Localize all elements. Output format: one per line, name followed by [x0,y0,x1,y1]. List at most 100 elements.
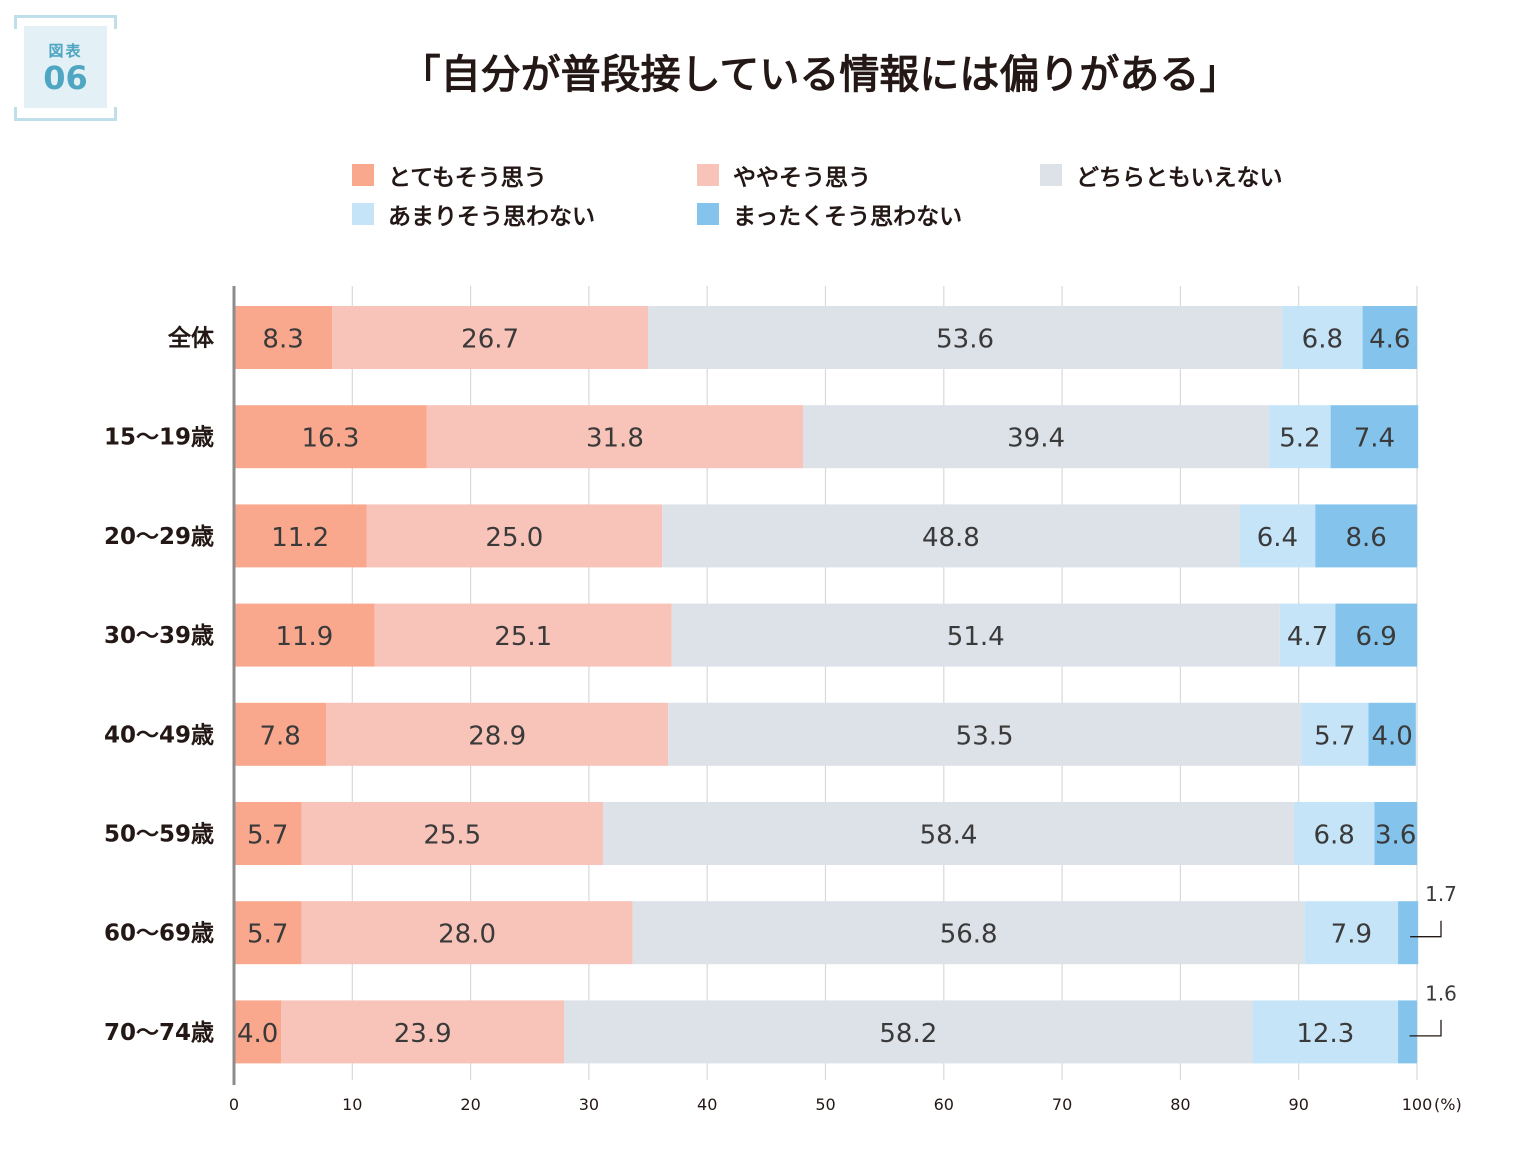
bar-segment [1315,504,1417,568]
bar-segment [1279,603,1336,667]
callout-leader [1410,920,1442,938]
bar-segment [1252,1000,1399,1064]
bar-segment [1398,901,1419,965]
data-label: 28.0 [438,920,496,950]
bar-segment [281,1000,565,1064]
badge-number: 06 [43,59,88,97]
callout-leader [1409,1019,1442,1037]
bar-segment [603,802,1294,865]
legend-item: あまりそう思わない [352,201,595,230]
legend-item: まったくそう思わない [697,201,962,230]
bar-segment [234,702,327,766]
data-label: 53.6 [936,325,994,355]
data-label: 51.4 [947,622,1005,652]
bar-segment [668,702,1302,766]
legend-label: ややそう思う [733,165,871,191]
category-label: 70～74歳 [104,1020,214,1046]
bar-segment [234,802,302,865]
data-label: 1.6 [1425,981,1457,1005]
data-label: 4.0 [1371,721,1412,751]
data-label: 25.1 [494,622,552,652]
bar-segment [234,603,375,667]
data-label: 7.4 [1354,424,1395,454]
bar-segment [1398,1000,1417,1064]
bar-segment [803,405,1270,469]
category-label: 50～59歳 [104,822,214,848]
data-label: 5.2 [1279,424,1320,454]
bar-segment [426,405,804,469]
bar-segment [1368,702,1416,766]
bar-segment [234,405,427,469]
bar-segment [564,1000,1253,1064]
bar-segment [1293,802,1375,865]
x-tick-label: 0 [229,1095,239,1114]
x-unit-label: (%) [1434,1095,1462,1114]
data-label: 4.6 [1369,325,1410,355]
data-label: 7.9 [1331,920,1372,950]
legend: とてもそう思う ややそう思う どちらともいえないあまりそう思わない まったくそう思わな… [0,0,1540,240]
data-label: 6.9 [1356,622,1397,652]
category-label: 15～19歳 [104,425,214,451]
data-label: 58.4 [920,821,978,851]
category-label: 全体 [167,325,215,352]
bar-segment [366,504,663,568]
bar-segment [1269,405,1331,469]
x-tick-label: 60 [934,1095,954,1114]
bar-segment [374,603,672,667]
bar-segment [1362,306,1417,369]
legend-item: とてもそう思う [352,162,547,191]
data-label: 4.7 [1287,622,1328,652]
bar-segment [332,306,649,369]
bar-segment [1301,702,1369,766]
data-label: 16.3 [301,424,359,454]
bar-segment [1239,504,1316,568]
bar-segment [234,901,302,965]
bar-segment [326,702,669,766]
data-label: 7.8 [259,721,300,751]
x-tick-label: 40 [697,1095,717,1114]
data-label: 25.5 [423,821,481,851]
data-label: 39.4 [1007,424,1065,454]
bar-segment [301,802,604,865]
bar-segment [1374,802,1417,865]
x-tick-label: 80 [1170,1095,1190,1114]
data-label: 3.6 [1375,821,1416,851]
category-label: 20～29歳 [104,524,214,550]
x-tick-label: 30 [579,1095,599,1114]
bar-segment [301,901,633,965]
data-label: 31.8 [586,424,644,454]
bar-segment [1282,306,1363,369]
data-label: 6.8 [1314,821,1355,851]
badge-panel: 図表 06 [24,26,107,108]
legend-swatch [1040,164,1062,186]
data-label: 5.7 [247,920,288,950]
data-label: 28.9 [468,721,526,751]
data-label: 4.0 [237,1019,278,1049]
bar-segment [234,306,333,369]
figure-badge: 図表 06 [14,15,117,121]
data-label: 53.5 [956,721,1014,751]
data-label: 8.6 [1345,523,1386,553]
x-tick-label: 10 [342,1095,362,1114]
legend-label: どちらともいえない [1076,165,1283,191]
data-label: 1.7 [1425,882,1457,906]
data-label: 5.7 [247,821,288,851]
badge-bracket [14,15,117,121]
bar-segment [648,306,1283,369]
x-tick-label: 100 [1402,1095,1433,1114]
x-tick-label: 20 [460,1095,480,1114]
data-label: 11.9 [275,622,333,652]
bar-segment [671,603,1280,667]
x-tick-label: 90 [1289,1095,1309,1114]
chart-title: 「自分が普段接している情報には偏りがある」 [400,52,1240,98]
legend-item: どちらともいえない [1040,162,1283,191]
data-label: 23.9 [394,1019,452,1049]
bar-segment [234,1000,282,1064]
bar-segment [662,504,1240,568]
legend-label: とてもそう思う [388,165,547,191]
legend-swatch [697,164,719,186]
data-label: 56.8 [940,920,998,950]
legend-label: あまりそう思わない [388,204,595,230]
category-label: 30～39歳 [104,623,214,649]
